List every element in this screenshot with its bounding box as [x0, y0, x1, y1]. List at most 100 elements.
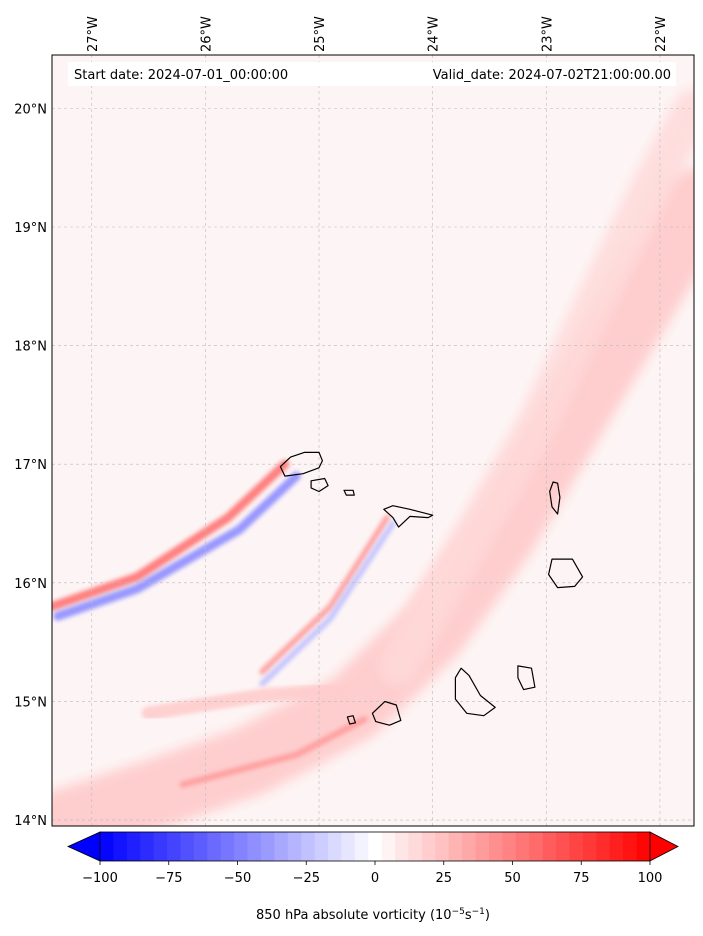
island-santo-antao	[279, 451, 323, 477]
colorbar-level	[489, 832, 503, 861]
colorbar-level	[636, 832, 651, 861]
colorbar-level	[569, 832, 584, 861]
colorbar-level	[502, 832, 517, 861]
vorticity-ribbon-1-blue	[53, 471, 301, 621]
island-sao-nicolau	[383, 505, 434, 528]
colorbar-level	[328, 832, 342, 861]
colorbar: −100 −75 −50 −25 0 25 50 75 100 850 hPa absolute…	[67, 831, 679, 923]
vorticity-ribbon-1-red	[52, 459, 290, 612]
colorbar-levels	[100, 832, 651, 861]
island-sal	[549, 481, 561, 515]
colorbar-level	[274, 832, 289, 861]
colorbar-level	[435, 832, 450, 861]
colorbar-tick-label: 100	[638, 871, 663, 886]
colorbar-label-exp2: −1	[472, 907, 485, 917]
colorbar-level	[542, 832, 557, 861]
colorbar-level	[126, 832, 141, 861]
colorbar-label-unit: s	[465, 908, 472, 923]
colorbar-level	[582, 832, 597, 861]
colorbar-level	[341, 832, 356, 861]
vorticity-ribbon-3-red	[179, 716, 368, 788]
colorbar-level	[153, 832, 168, 861]
vorticity-ribbon-2-red	[259, 514, 391, 675]
colorbar-level	[395, 832, 409, 861]
colorbar-level	[448, 832, 463, 861]
colorbar-level	[354, 832, 369, 861]
island-maio	[517, 665, 536, 691]
colorbar-label: 850 hPa absolute vorticity (10−5s−1)	[256, 907, 490, 923]
colorbar-level	[529, 832, 544, 861]
colorbar-tick-label: −75	[155, 871, 182, 886]
lon-tick-label: 25°W	[313, 16, 328, 52]
colorbar-level	[623, 832, 637, 861]
colorbar-level	[301, 832, 316, 861]
lon-tick-label: 22°W	[654, 16, 669, 52]
vorticity-northeast-band	[378, 88, 694, 686]
colorbar-label-main: 850 hPa absolute vorticity (10	[256, 908, 452, 923]
lat-tick-label: 14°N	[14, 814, 47, 829]
lon-tick-label: 26°W	[199, 16, 214, 52]
colorbar-level	[368, 832, 383, 861]
lat-tick-label: 17°N	[14, 458, 47, 473]
colorbar-level	[475, 832, 490, 861]
lat-tick-label: 20°N	[14, 102, 47, 117]
colorbar-level	[515, 832, 530, 861]
lat-tick-label: 16°N	[14, 577, 47, 592]
latitude-ticks: 14°N 15°N 16°N 17°N 18°N 19°N 20°N	[14, 102, 47, 829]
island-santiago	[454, 667, 496, 717]
lon-tick-label: 23°W	[540, 16, 555, 52]
lon-tick-label: 24°W	[427, 16, 442, 52]
longitude-ticks: 27°W 26°W 25°W 24°W 23°W 22°W	[86, 16, 669, 52]
colorbar-level	[247, 832, 262, 861]
colorbar-level	[260, 832, 275, 861]
colorbar-tick-label: 25	[436, 871, 453, 886]
colorbar-label-close: )	[485, 908, 490, 923]
colorbar-tick-label: 0	[371, 871, 379, 886]
colorbar-tick-label: 75	[573, 871, 590, 886]
coastlines	[279, 451, 584, 726]
valid-date-label: Valid_date: 2024-07-02T21:00:00.00	[433, 68, 671, 83]
island-boa-vista	[548, 558, 584, 589]
colorbar-tick-label: −25	[293, 871, 320, 886]
colorbar-label-exp1: −5	[452, 907, 465, 917]
map-frame	[51, 54, 695, 827]
gridlines	[52, 55, 694, 826]
lon-tick-label: 27°W	[86, 16, 101, 52]
island-fogo	[371, 700, 402, 726]
island-sao-vicente	[310, 477, 329, 493]
colorbar-tick-label: 50	[504, 871, 521, 886]
island-santa-luzia	[343, 489, 355, 496]
colorbar-level	[113, 832, 128, 861]
vorticity-ribbon-2-blue	[259, 520, 396, 687]
colorbar-level	[462, 832, 477, 861]
colorbar-level	[100, 832, 114, 861]
colorbar-ticks: −100 −75 −50 −25 0 25 50 75 100	[82, 861, 662, 886]
colorbar-level	[140, 832, 155, 861]
colorbar-level	[596, 832, 611, 861]
colorbar-level	[193, 832, 208, 861]
colorbar-level	[220, 832, 235, 861]
colorbar-tick-label: −50	[224, 871, 251, 886]
colorbar-level	[180, 832, 195, 861]
colorbar-tick-label: −100	[82, 871, 118, 886]
colorbar-level	[421, 832, 436, 861]
header-box	[68, 62, 676, 86]
map-panel	[51, 54, 695, 827]
colorbar-level	[314, 832, 329, 861]
vorticity-ribbon-4-red	[141, 682, 349, 721]
colorbar-extend-low	[67, 831, 101, 862]
colorbar-level	[381, 832, 396, 861]
start-date-label: Start date: 2024-07-01_00:00:00	[74, 68, 288, 83]
colorbar-level	[556, 832, 570, 861]
lat-tick-label: 18°N	[14, 340, 47, 355]
lat-tick-label: 15°N	[14, 696, 47, 711]
lat-tick-label: 19°N	[14, 221, 47, 236]
colorbar-level	[167, 832, 181, 861]
colorbar-level	[287, 832, 302, 861]
island-brava	[346, 715, 356, 725]
colorbar-extend-high	[649, 831, 679, 862]
colorbar-level	[609, 832, 624, 861]
colorbar-level	[234, 832, 248, 861]
colorbar-level	[408, 832, 423, 861]
